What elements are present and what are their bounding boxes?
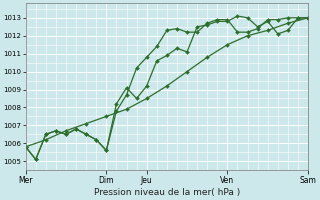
X-axis label: Pression niveau de la mer( hPa ): Pression niveau de la mer( hPa ): [94, 188, 240, 197]
